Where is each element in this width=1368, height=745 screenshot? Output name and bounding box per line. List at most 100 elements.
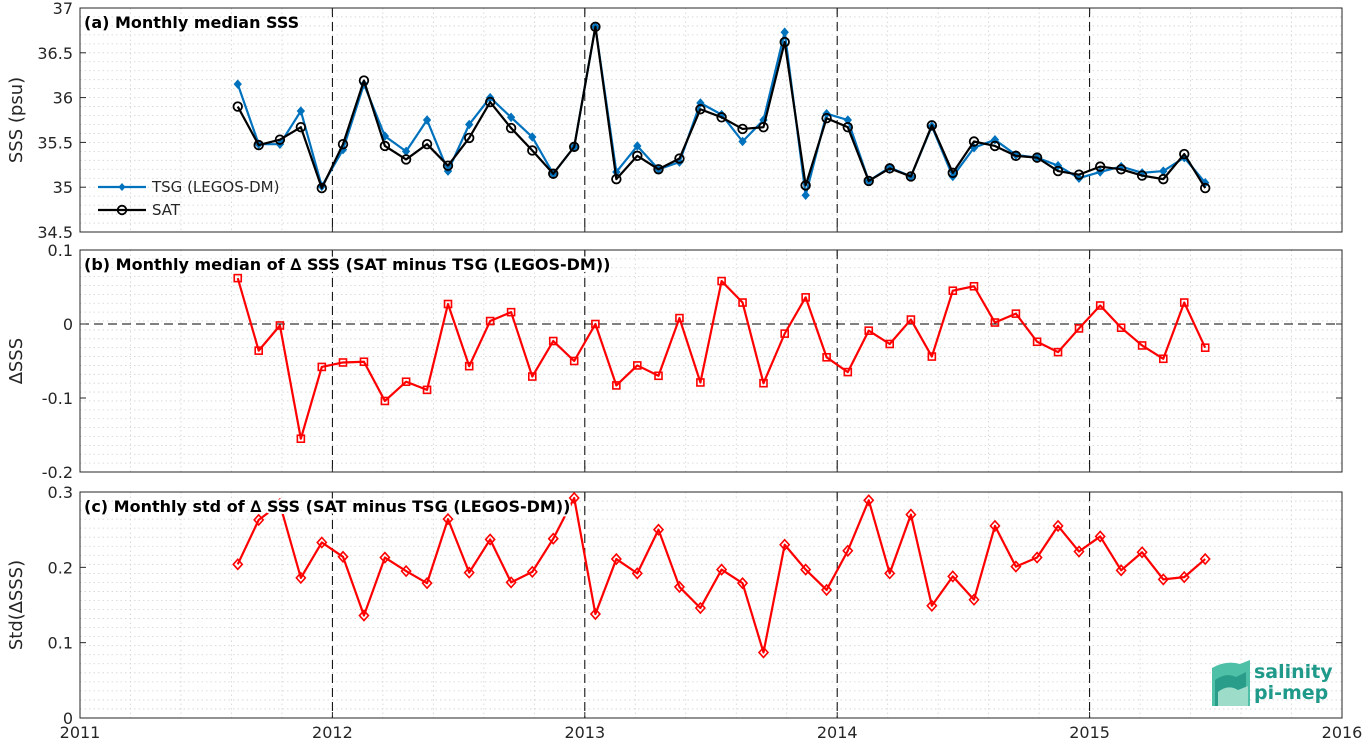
data-point <box>463 566 475 579</box>
data-point <box>948 286 958 296</box>
data-point <box>863 494 875 507</box>
data-point <box>337 550 349 563</box>
data-point <box>337 138 349 150</box>
data-point <box>1136 546 1148 559</box>
legend-label: SAT <box>152 201 181 219</box>
data-point <box>379 551 391 564</box>
data-point <box>316 182 327 194</box>
panels: 34.5 35 35.5 36 36.5 37 SSS (psu) TSG (LEGOS-DM… <box>6 0 1362 742</box>
data-point <box>801 190 810 201</box>
data-point <box>885 339 894 349</box>
x-tick-label: 2011 <box>60 723 101 742</box>
data-point <box>274 497 286 511</box>
data-point <box>926 120 938 131</box>
data-point <box>1073 545 1085 558</box>
data-point <box>780 27 789 37</box>
y-tick-label: 34.5 <box>37 223 73 242</box>
grid <box>80 8 1342 232</box>
panel-1: 34.5 35 35.5 36 36.5 37 SSS (psu) TSG (LEGOS-DM… <box>6 0 1343 242</box>
data-point <box>1157 573 1169 586</box>
legend-marker <box>116 204 128 216</box>
legend: TSG (LEGOS-DM) SAT <box>98 178 279 219</box>
data-point <box>568 492 580 505</box>
data-point <box>947 167 958 179</box>
data-point <box>1052 165 1064 177</box>
data-point <box>1136 170 1148 181</box>
panel-title: (b) Monthly median of ∆ SSS (SAT minus T… <box>84 255 610 274</box>
data-point <box>422 385 432 395</box>
data-point <box>505 122 517 134</box>
y-axis-label: Std(∆SSS) <box>6 560 27 650</box>
axes-box <box>79 249 1343 473</box>
data-point <box>758 121 769 133</box>
x-tick-label: 2014 <box>817 723 858 742</box>
data-point <box>927 352 937 361</box>
data-point <box>1115 164 1127 175</box>
data-point <box>338 358 348 367</box>
x-tick-label: 2012 <box>312 723 353 742</box>
data-point <box>1179 298 1189 307</box>
data-point <box>1159 354 1168 364</box>
data-point <box>821 113 832 124</box>
data-point <box>379 140 391 152</box>
data-point <box>485 316 495 326</box>
data-point <box>737 123 748 135</box>
data-point <box>738 136 747 147</box>
logo-line1: salinity <box>1254 661 1333 683</box>
data-point <box>548 168 559 179</box>
data-point <box>400 154 412 165</box>
data-point <box>359 357 369 367</box>
data-point <box>610 552 622 566</box>
series-group <box>232 492 1211 659</box>
data-point <box>779 538 791 551</box>
data-point <box>401 377 411 387</box>
data-point <box>591 319 600 329</box>
data-point <box>694 601 706 615</box>
data-point <box>442 160 454 171</box>
data-point <box>612 381 621 390</box>
data-point <box>506 112 516 123</box>
y-axis-label: ∆SSS <box>6 338 27 385</box>
data-point <box>1074 324 1084 333</box>
y-tick-label: 0.2 <box>48 558 73 577</box>
data-point <box>675 313 684 323</box>
series-line-1 <box>236 277 1207 440</box>
data-point <box>547 532 559 545</box>
data-point <box>674 153 685 164</box>
data-point <box>1199 182 1211 194</box>
data-point <box>1179 148 1190 160</box>
data-point <box>296 434 306 444</box>
y-tick-label: 36 <box>53 89 73 108</box>
data-point <box>632 150 643 162</box>
data-point <box>1011 309 1021 318</box>
data-point <box>1199 552 1211 566</box>
data-point <box>905 171 917 182</box>
data-point <box>422 115 432 125</box>
data-point <box>1031 152 1043 163</box>
data-point <box>484 533 496 546</box>
data-point <box>652 523 665 536</box>
data-point <box>358 75 370 86</box>
data-point <box>274 134 286 145</box>
data-point <box>716 112 727 123</box>
data-point <box>253 139 264 151</box>
y-tick-label: 0.1 <box>48 241 73 260</box>
data-point <box>1178 570 1190 584</box>
y-tick-label: 0 <box>63 315 73 334</box>
data-point <box>633 141 642 151</box>
series-line-2 <box>236 25 1207 190</box>
data-point <box>464 132 475 144</box>
data-point <box>842 544 854 557</box>
data-point <box>295 571 307 585</box>
data-point <box>421 138 433 150</box>
y-tick-label: 35.5 <box>37 133 73 152</box>
logo-line2: pi-mep <box>1254 682 1328 704</box>
y-tick-label: -0.1 <box>42 389 73 408</box>
data-point <box>233 273 243 283</box>
axes-box <box>79 491 1343 719</box>
data-point <box>1095 161 1106 172</box>
data-point <box>717 276 726 286</box>
data-point <box>464 361 474 371</box>
data-point <box>736 576 749 590</box>
